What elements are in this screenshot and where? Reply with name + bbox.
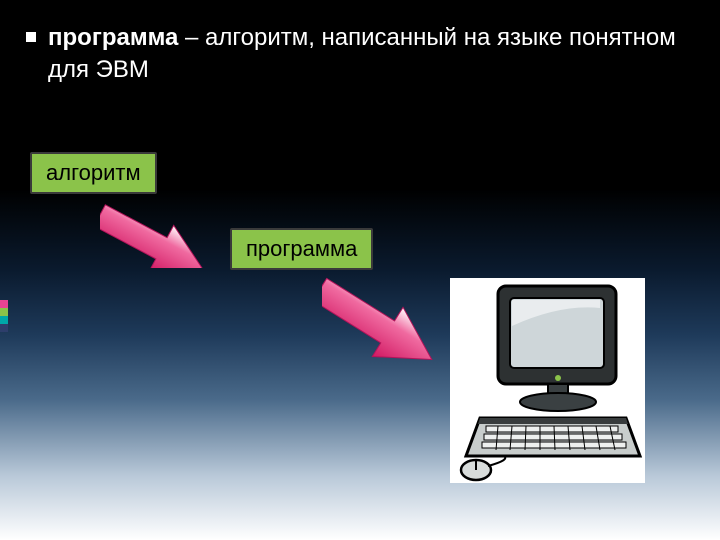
computer-icon — [450, 278, 645, 483]
stripe-pink — [0, 300, 8, 308]
stripe-teal — [0, 316, 8, 324]
bullet-text: программа – алгоритм, написанный на язык… — [48, 22, 690, 87]
box-algorithm-label: алгоритм — [46, 160, 141, 185]
slide: программа – алгоритм, написанный на язык… — [0, 0, 720, 540]
arrow-algorithm-to-program — [100, 188, 240, 268]
term-dash: – — [178, 24, 205, 51]
stripe-green — [0, 308, 8, 316]
stripe-navy — [0, 324, 8, 332]
term-word: программа — [48, 24, 178, 51]
box-program-label: программа — [246, 236, 357, 261]
bullet-marker-icon — [26, 32, 36, 42]
accent-stripes — [0, 300, 8, 332]
